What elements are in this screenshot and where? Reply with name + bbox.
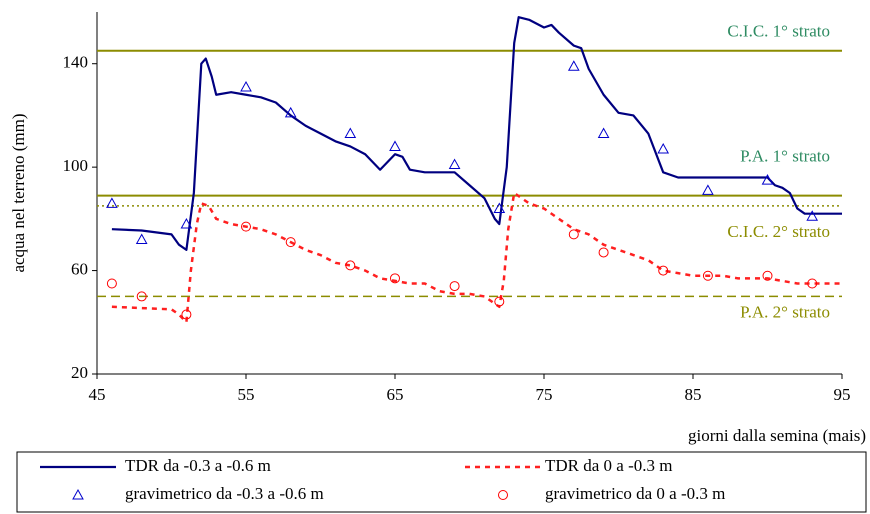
x-tick-label: 95 bbox=[834, 385, 851, 404]
circle-marker bbox=[181, 309, 192, 320]
triangle-marker bbox=[493, 202, 506, 214]
x-tick-label: 65 bbox=[387, 385, 404, 404]
triangle-marker bbox=[240, 80, 252, 92]
y-tick-label: 100 bbox=[63, 156, 89, 175]
legend-swatch bbox=[498, 490, 508, 500]
y-axis-label: acqua nel terreno (mm) bbox=[9, 113, 28, 272]
triangle-marker bbox=[567, 60, 580, 71]
reference-label: C.I.C. 2° strato bbox=[727, 222, 830, 241]
triangle-marker bbox=[180, 217, 193, 229]
reference-label: P.A. 2° strato bbox=[740, 302, 830, 321]
legend-swatch bbox=[72, 488, 84, 500]
triangle-marker bbox=[106, 197, 118, 208]
circle-marker bbox=[449, 281, 460, 292]
triangle-marker bbox=[597, 127, 610, 139]
circle-marker bbox=[106, 278, 117, 289]
circle-marker bbox=[285, 237, 296, 248]
legend-label: gravimetrico da -0.3 a -0.6 m bbox=[125, 484, 324, 503]
reference-label: P.A. 1° strato bbox=[740, 146, 830, 165]
series-line bbox=[111, 191, 842, 324]
legend-label: gravimetrico da 0 a -0.3 m bbox=[545, 484, 725, 503]
legend-label: TDR da -0.3 a -0.6 m bbox=[125, 456, 271, 475]
triangle-marker bbox=[806, 210, 819, 221]
circle-marker bbox=[762, 270, 773, 281]
y-tick-label: 20 bbox=[71, 363, 88, 382]
triangle-marker bbox=[344, 127, 357, 139]
legend-box bbox=[16, 451, 867, 513]
circle-marker bbox=[598, 247, 609, 258]
circle-marker bbox=[494, 296, 505, 307]
y-tick-label: 60 bbox=[71, 259, 88, 278]
x-tick-label: 55 bbox=[238, 385, 255, 404]
triangle-marker bbox=[657, 143, 670, 154]
circle-marker bbox=[658, 265, 669, 276]
triangle-marker bbox=[389, 140, 401, 151]
circle-marker bbox=[241, 221, 251, 232]
series-line bbox=[111, 16, 842, 251]
y-tick-label: 140 bbox=[63, 53, 89, 72]
legend-label: TDR da 0 a -0.3 m bbox=[545, 456, 672, 475]
circle-marker bbox=[345, 260, 356, 271]
triangle-marker bbox=[448, 158, 461, 170]
triangle-marker bbox=[702, 184, 714, 195]
circle-marker bbox=[136, 291, 147, 302]
circle-marker bbox=[390, 273, 400, 284]
x-axis-label: giorni dalla semina (mais) bbox=[688, 426, 866, 445]
x-tick-label: 45 bbox=[89, 385, 106, 404]
x-tick-label: 85 bbox=[685, 385, 702, 404]
triangle-marker bbox=[135, 233, 148, 245]
x-tick-label: 75 bbox=[536, 385, 553, 404]
triangle-marker bbox=[284, 106, 297, 118]
reference-label: C.I.C. 1° strato bbox=[727, 22, 830, 41]
circle-marker bbox=[702, 270, 713, 281]
circle-marker bbox=[568, 229, 579, 240]
triangle-marker bbox=[761, 174, 774, 185]
circle-marker bbox=[807, 278, 818, 289]
